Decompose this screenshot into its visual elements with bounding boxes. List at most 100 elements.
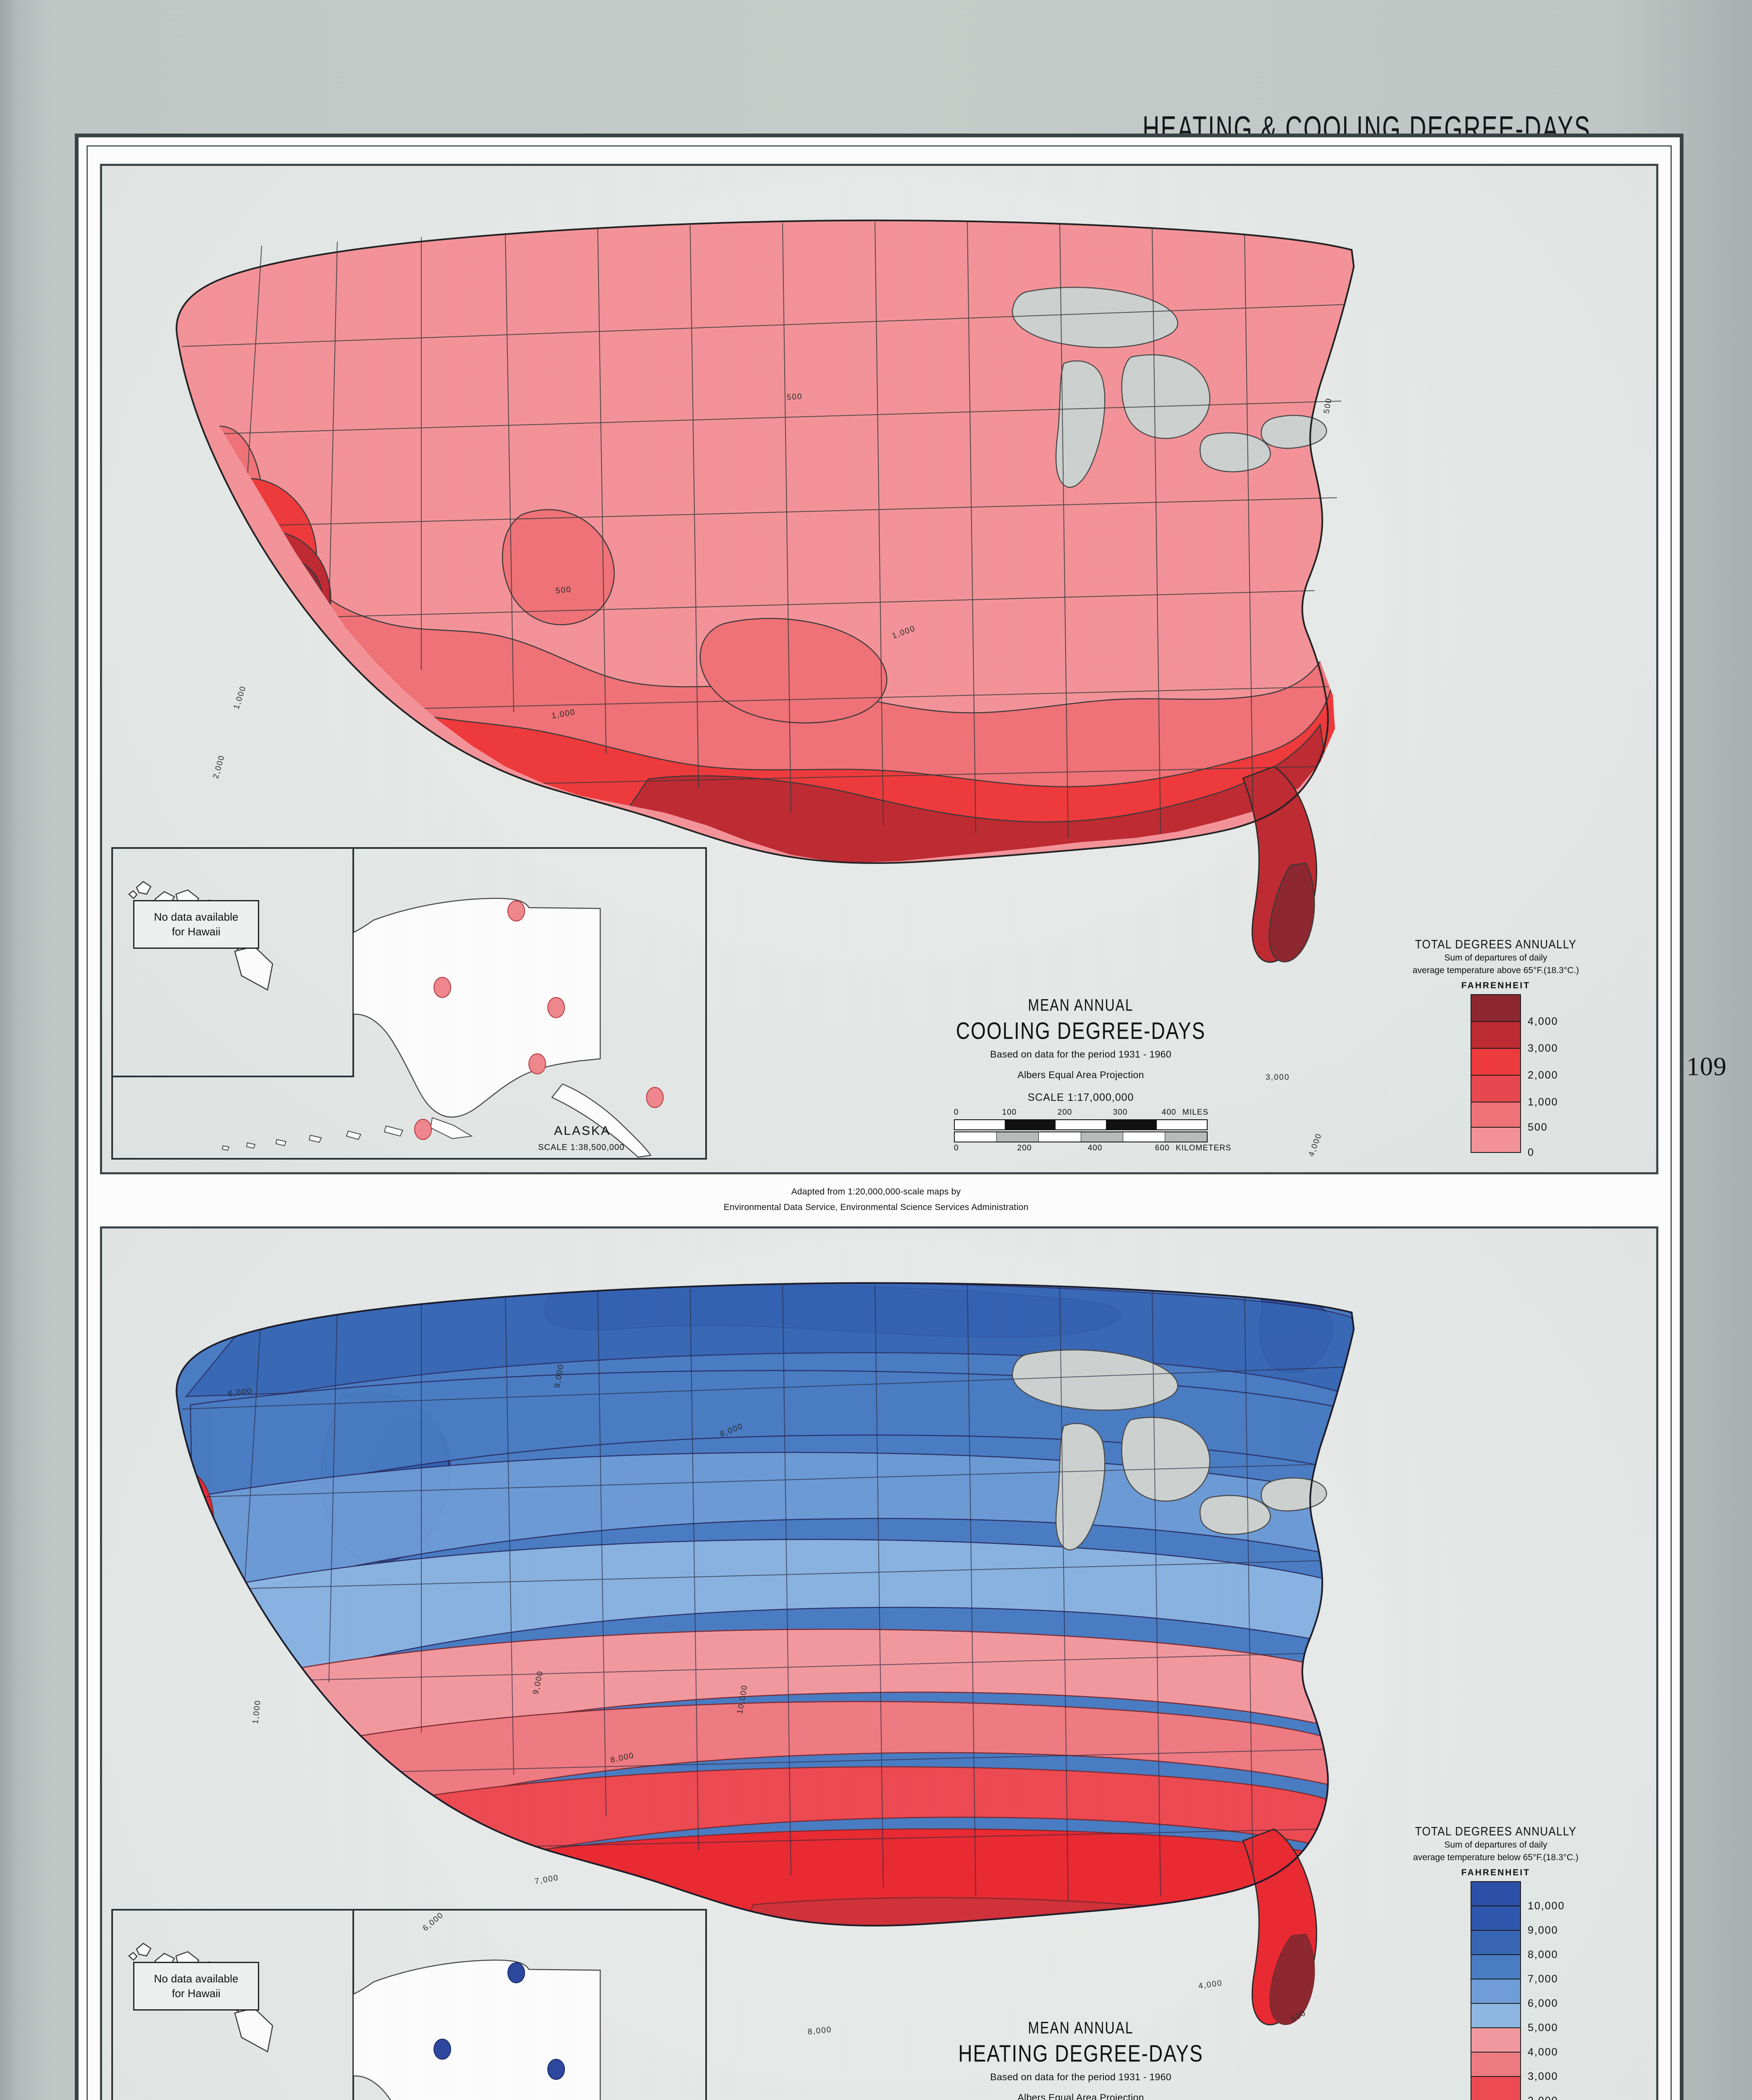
heating-legend-swatch-column: 10,000 9,000 8,000 7,000 6,000 5,000	[1471, 1881, 1564, 2100]
km-tick-600: 600	[1155, 1144, 1170, 1152]
heating-legend-stack: 10,000 9,000 8,000 7,000 6,000 5,000	[1471, 1881, 1564, 2100]
km-tick-200: 200	[1017, 1144, 1032, 1152]
aleutian-islands	[221, 1117, 473, 1151]
cooling-title-block: MEAN ANNUAL COOLING DEGREE-DAYS Based on…	[921, 995, 1240, 1154]
heating-map-title: HEATING DEGREE-DAYS	[958, 2040, 1203, 2067]
hawaii-no-data-note: No data available for Hawaii	[133, 900, 259, 949]
heating-map-graphic	[176, 1282, 1355, 2026]
cooling-swatch-label-4000: 4,000	[1528, 1016, 1558, 1028]
heating-swatch-label-2000: 2,000	[1528, 2095, 1558, 2100]
florida-4000-zone	[1269, 862, 1315, 963]
heating-swatch-label-8000: 8,000	[1528, 1949, 1558, 1961]
heating-swatch-3000: 3,000	[1471, 2053, 1558, 2082]
miles-tick-400: 400	[1161, 1108, 1177, 1117]
alaska-station-dots-heating	[433, 1962, 565, 2080]
km-tick-0: 0	[954, 1144, 959, 1152]
us-outline-stroke-heating	[176, 1282, 1355, 1927]
heating-title-block: MEAN ANNUAL HEATING DEGREE-DAYS Based on…	[921, 2018, 1240, 2100]
cooling-swatch-4000: 4,000	[1471, 995, 1558, 1027]
heating-class-1000-west	[176, 1469, 215, 1654]
cooling-map-graphic	[143, 219, 1359, 963]
cooling-swatch-label-3000: 3,000	[1528, 1042, 1558, 1055]
miles-tick-0: 0	[954, 1108, 959, 1117]
heating-legend-title: TOTAL DEGREES ANNUALLY	[1415, 1824, 1577, 1838]
heating-swatch-label-7000: 7,000	[1528, 1973, 1558, 1985]
cooling-map-panel[interactable]: 500 1,000 1,000 2,000 1,000 3,000 4,000 …	[100, 164, 1658, 1174]
miles-tick-300: 300	[1113, 1108, 1128, 1117]
cooling-scalebar-miles-bar	[954, 1119, 1208, 1130]
heating-class-4000	[267, 1701, 1342, 1834]
heating-legend-sub1: Sum of departures of daily	[1444, 1840, 1547, 1850]
miles-unit: MILES	[1182, 1108, 1209, 1117]
cooling-swatch-label-500: 500	[1528, 1121, 1548, 1134]
cooling-swatch-0: 0	[1471, 1128, 1534, 1158]
heating-swatch-label-3000: 3,000	[1528, 2071, 1558, 2083]
cooling-projection: Albers Equal Area Projection	[1017, 1069, 1144, 1080]
heating-subtitle: Based on data for the period 1931 - 1960	[990, 2071, 1172, 2082]
cooling-swatch-label-1000: 1,000	[1528, 1096, 1558, 1108]
heating-class-9000	[185, 1283, 1354, 1397]
miles-tick-200: 200	[1057, 1108, 1072, 1117]
heating-class-1000-gulf	[731, 1897, 1338, 1926]
credit-line-2: Environmental Data Service, Environmenta…	[723, 1202, 1029, 1212]
hawaii-note-line1: No data available	[154, 910, 239, 923]
cooling-scalebar-km-ticks: 0 200 400 600 KILOMETERS	[954, 1144, 1231, 1154]
heating-class-3000	[311, 1766, 1342, 1895]
cooling-legend-title: TOTAL DEGREES ANNUALLY	[1415, 937, 1577, 951]
cooling-swatch-500: 500	[1471, 1102, 1547, 1133]
credit-line-1: Adapted from 1:20,000,000-scale maps by	[791, 1187, 961, 1197]
heating-class-7000	[192, 1452, 1346, 1602]
page-number: 109	[1686, 1053, 1727, 1081]
heating-swatch-label-4000: 4,000	[1528, 2046, 1558, 2058]
florida-500-zone-heating	[1269, 1933, 1315, 2025]
cooling-scale-text: SCALE 1:17,000,000	[1027, 1092, 1134, 1103]
heating-swatch-10000: 10,000	[1471, 1882, 1564, 1912]
cooling-map-title: COOLING DEGREE-DAYS	[956, 1017, 1206, 1044]
km-tick-400: 400	[1087, 1144, 1103, 1152]
cooling-class-1000-gp	[502, 509, 615, 625]
cooling-swatch-1000: 1,000	[1471, 1076, 1558, 1108]
heating-legend: TOTAL DEGREES ANNUALLY Sum of departures…	[1361, 1824, 1630, 2100]
great-lakes-heating	[1011, 1349, 1327, 1551]
hawaii-note-line2-heating: for Hawaii	[172, 1987, 221, 2000]
hawaii-inset-cooling[interactable]: No data available for Hawaii	[111, 847, 354, 1077]
source-credit: Adapted from 1:20,000,000-scale maps by …	[0, 1184, 1752, 1215]
heating-swatch-4000: 4,000	[1471, 2028, 1558, 2058]
heating-swatch-2000: 2,000	[1471, 2077, 1558, 2100]
heating-swatch-label-5000: 5,000	[1528, 2022, 1558, 2034]
us-outline-stroke	[176, 219, 1355, 864]
heating-swatch-9000: 9,000	[1471, 1906, 1558, 1936]
heating-projection: Albers Equal Area Projection	[1017, 2092, 1144, 2100]
alaska-scale-text: SCALE 1:38,500,000	[538, 1143, 625, 1152]
cooling-swatch-2000: 2,000	[1471, 1049, 1558, 1081]
cooling-scalebar-km-bar	[954, 1131, 1208, 1142]
heating-swatch-8000: 8,000	[1471, 1931, 1558, 1961]
heating-class-6000	[206, 1539, 1342, 1696]
cooling-subtitle: Based on data for the period 1931 - 1960	[990, 1049, 1172, 1060]
heating-map-panel[interactable]: 6,000 8,000 9,000 9,000 8,000 7,000 10,0…	[100, 1226, 1658, 2100]
hawaii-no-data-note-heating: No data available for Hawaii	[133, 1962, 259, 2011]
cooling-legend: TOTAL DEGREES ANNUALLY Sum of departures…	[1361, 937, 1630, 1158]
heating-choropleth	[176, 1282, 1355, 2026]
heating-swatch-label-10000: 10,000	[1528, 1900, 1565, 1912]
heating-swatch-label-6000: 6,000	[1528, 1998, 1558, 2010]
heating-swatch-label-9000: 9,000	[1528, 1924, 1558, 1937]
cooling-swatch-3000: 3,000	[1471, 1022, 1558, 1054]
cooling-legend-sub1: Sum of departures of daily	[1444, 953, 1547, 963]
cooling-legend-sub2: average temperature above 65°F.(18.3°C.)	[1412, 965, 1579, 975]
cooling-mean-annual: MEAN ANNUAL	[1028, 995, 1134, 1014]
heating-swatch-5000: 5,000	[1471, 2004, 1558, 2034]
cooling-legend-unit: FAHRENHEIT	[1461, 981, 1531, 991]
cooling-legend-stack: 4,000 3,000 2,000 1,000 500 0	[1471, 994, 1558, 1158]
heating-mean-annual: MEAN ANNUAL	[1028, 2018, 1134, 2037]
heating-legend-unit: FAHRENHEIT	[1461, 1868, 1531, 1878]
heating-swatch-6000: 6,000	[1471, 1979, 1558, 2009]
heating-swatch-7000: 7,000	[1471, 1955, 1558, 1985]
cooling-legend-swatch-column: 4,000 3,000 2,000 1,000 500 0	[1471, 994, 1558, 1158]
km-unit: KILOMETERS	[1176, 1144, 1232, 1152]
alaska-panhandle	[551, 1083, 652, 1158]
hawaii-inset-heating[interactable]: No data available for Hawaii	[111, 1909, 354, 2100]
hawaii-note-line2: for Hawaii	[172, 925, 221, 938]
hawaii-islands-graphic	[128, 881, 273, 991]
cooling-scalebar: 0 100 200 300 400 MILES 0 200 400 600 KI…	[954, 1108, 1231, 1154]
